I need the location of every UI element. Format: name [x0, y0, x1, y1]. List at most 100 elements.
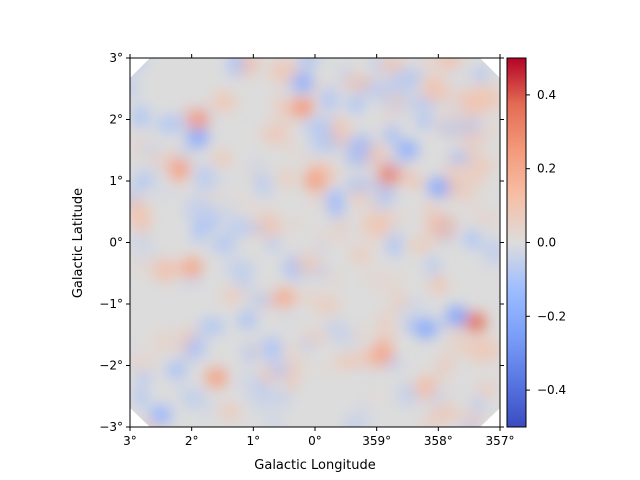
map-hotspot	[273, 287, 296, 308]
map-hotspot	[464, 312, 487, 333]
map-noise-blob	[138, 259, 151, 277]
map-noise-blob	[225, 171, 238, 184]
map-noise-blob	[469, 336, 500, 363]
map-noise-blob	[482, 238, 500, 264]
map-hotspot	[186, 127, 209, 148]
map-noise-blob	[153, 257, 179, 283]
map-noise-blob	[286, 146, 304, 159]
map-noise-blob	[435, 58, 463, 70]
colorbar-tick-label: 0.4	[537, 88, 556, 102]
map-noise-blob	[388, 68, 420, 95]
x-tick-label: 2°	[185, 434, 199, 448]
map-noise-blob	[301, 329, 329, 345]
map-noise-blob	[476, 364, 500, 377]
x-tick-label: 3°	[123, 434, 137, 448]
map-noise-blob	[131, 246, 164, 264]
map-noise-blob	[266, 238, 280, 251]
map-noise-blob	[313, 295, 341, 316]
map-noise-blob	[288, 217, 303, 230]
colorbar: 0.4 0.2 0.0 −0.2 −0.4	[506, 57, 566, 428]
map-noise-blob	[447, 339, 476, 351]
y-tick-label: −1°	[99, 297, 123, 311]
map-noise-blob	[322, 267, 343, 288]
map-hotspot	[291, 97, 314, 118]
map-noise-blob	[464, 154, 494, 178]
map-noise-blob	[366, 143, 387, 168]
map-noise-blob	[130, 417, 139, 427]
map-noise-blob	[180, 388, 206, 409]
map-noise-blob	[426, 255, 440, 278]
map-noise-blob	[295, 291, 318, 302]
map-noise-blob	[381, 110, 395, 124]
map-noise-blob	[334, 215, 349, 242]
map-noise-blob	[259, 366, 277, 384]
map-noise-blob	[210, 232, 238, 255]
map-noise-blob	[173, 376, 187, 392]
map-noise-blob	[237, 311, 258, 329]
map-hotspot	[396, 140, 419, 161]
map-noise-blob	[186, 335, 206, 358]
y-tick-label: 1°	[109, 174, 123, 188]
map-noise-blob	[226, 58, 244, 78]
map-noise-blob	[373, 271, 405, 296]
map-noise-blob	[458, 100, 477, 123]
map-noise-blob	[397, 382, 418, 407]
colorbar-gradient	[506, 57, 527, 428]
map-noise-blob	[272, 389, 293, 406]
map-hotspot	[180, 257, 203, 278]
map-noise-blob	[448, 152, 471, 164]
map-noise-blob	[249, 343, 263, 359]
y-axis-ticks: 3° 2° 1° 0° −1° −2° −3°	[99, 51, 504, 434]
map-noise-blob	[137, 142, 164, 155]
map-noise-blob	[440, 350, 455, 363]
map-noise-blob	[376, 308, 395, 335]
map-noise-blob	[155, 115, 186, 133]
map-hotspot	[427, 177, 450, 198]
map-noise-blob	[261, 123, 288, 144]
map-noise-blob	[366, 250, 386, 267]
map-noise-blob	[435, 88, 459, 103]
map-hotspot	[371, 343, 394, 364]
map-noise-blob	[238, 276, 251, 290]
map-noise-blob	[294, 252, 322, 276]
map-noise-blob	[175, 278, 194, 292]
map-noise-blob	[470, 396, 486, 414]
map-noise-blob	[261, 336, 283, 361]
map-noise-blob	[186, 199, 217, 222]
map-noise-blob	[171, 240, 184, 261]
map-noise-blob	[474, 83, 497, 104]
map-noise-blob	[280, 341, 304, 366]
x-axis-label: Galactic Longitude	[254, 458, 375, 473]
y-axis-label: Galactic Latitude	[71, 188, 86, 298]
map-noise-blob	[423, 200, 438, 217]
map-noise-blob	[263, 410, 285, 427]
map-noise-blob	[221, 288, 244, 304]
colorbar-tick-label: 0.2	[537, 162, 556, 176]
map-noise-blob	[355, 400, 372, 427]
map-noise-blob	[314, 363, 339, 375]
map-noise-blob	[312, 227, 337, 247]
map-noise-blob	[433, 319, 449, 333]
y-tick-label: 0°	[109, 236, 123, 250]
map-noise-blob	[392, 296, 405, 307]
map-noise-blob	[132, 105, 149, 128]
map-noise-blob	[425, 213, 457, 239]
colorbar-tick-label: 0.0	[537, 236, 556, 250]
map-noise-blob	[199, 393, 213, 420]
map-hotspot	[186, 109, 209, 130]
map-noise-blob	[273, 94, 301, 121]
map-noise-blob	[257, 210, 280, 238]
map-noise-blob	[343, 154, 374, 168]
map-noise-blob	[440, 363, 470, 387]
y-tick-label: 2°	[109, 113, 123, 127]
map-noise-blob	[361, 184, 380, 211]
map-hotspot	[445, 306, 468, 327]
map-noise-blob	[384, 124, 399, 146]
map-noise-blob	[247, 386, 278, 410]
map-noise-blob	[429, 404, 459, 423]
map-noise-blob	[417, 58, 441, 75]
map-noise-blob	[452, 186, 479, 203]
map-noise-blob	[440, 106, 456, 126]
map-noise-blob	[132, 175, 154, 188]
